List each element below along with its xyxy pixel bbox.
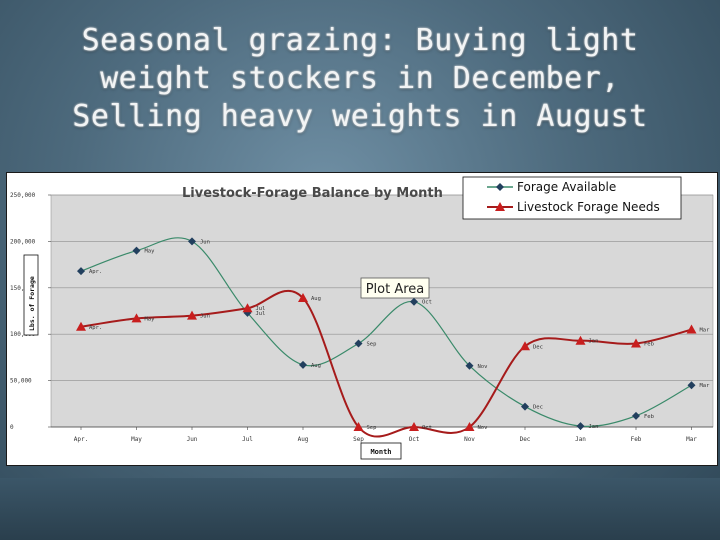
legend-needs-label: Livestock Forage Needs (517, 200, 660, 214)
needs-point (575, 335, 586, 345)
plot-area (50, 194, 714, 428)
needs-point (242, 303, 253, 313)
x-tick-label: Sep (353, 436, 364, 443)
plot-area-tooltip: Plot Area (360, 277, 430, 299)
slide-footer-band (0, 478, 720, 540)
x-tick-label: May (131, 436, 142, 443)
x-tick-label: Aug (298, 436, 309, 443)
forage-point (576, 422, 585, 431)
needs-point (686, 324, 697, 334)
slide-title: Seasonal grazing: Buying light weight st… (0, 22, 720, 136)
point-label: Apr. (89, 325, 102, 331)
point-label: Feb (644, 341, 654, 347)
needs-point (520, 341, 530, 351)
point-label: May (145, 249, 156, 255)
y-tick-label: 100,000 (10, 331, 36, 338)
series-group: Apr. May Jun Jul Aug Sep Oct Nov Dec Jan Feb Mar Apr… (76, 237, 711, 438)
needs-point (464, 422, 475, 431)
y-axis-label: Lbs. of Forage (28, 276, 36, 331)
y-tick-label: 150,000 (10, 285, 36, 292)
line-chart: 0 50,000 100,000 150,000 200,000 250,000 Apr.… (10, 176, 714, 460)
x-tick-label: Jan (575, 436, 586, 443)
point-label: Mar (700, 383, 711, 389)
point-label: Jun (200, 239, 210, 245)
x-tick-label: Mar (686, 436, 697, 443)
forage-point (687, 381, 696, 390)
point-label: Oct (422, 300, 432, 306)
plot-area-tooltip-text: Plot Area (366, 282, 425, 297)
x-tick-label: Nov (464, 436, 475, 443)
y-axis-label-group: Lbs. of Forage (23, 254, 39, 336)
forage-point (521, 402, 529, 411)
y-tick-label: 200,000 (10, 238, 36, 245)
point-label: Jul (256, 311, 266, 317)
point-label: Jul (256, 306, 266, 312)
needs-point (76, 321, 86, 331)
needs-point (187, 310, 197, 320)
forage-point (632, 411, 640, 420)
y-tick-label: 0 (10, 424, 14, 431)
point-label: Feb (644, 414, 654, 420)
legend-forage-marker (496, 183, 504, 191)
x-tick-label: Oct (409, 436, 420, 443)
point-label: Oct (422, 425, 432, 431)
legend-forage-label: Forage Available (517, 180, 616, 194)
legend: Forage Available Livestock Forage Needs (462, 176, 682, 220)
point-label: Sep (367, 425, 377, 431)
forage-point (77, 267, 85, 276)
forage-point (132, 246, 141, 255)
slide-title-line-3: Selling heavy weights in August (72, 99, 648, 134)
forage-point (354, 339, 363, 348)
point-label: Aug (311, 296, 321, 302)
needs-point (131, 313, 142, 323)
point-label: Dec (533, 344, 543, 350)
needs-point (631, 338, 641, 348)
y-tick-label: 250,000 (10, 192, 36, 199)
forage-point (410, 297, 418, 306)
x-tick-label: Jun (187, 436, 198, 443)
point-label: Jan (589, 339, 599, 345)
point-label: May (145, 316, 156, 322)
point-label: Mar (700, 328, 711, 334)
slide-title-line-2: weight stockers in December, (100, 61, 620, 96)
point-label: Dec (533, 405, 543, 411)
x-tick-label: Jul (242, 436, 253, 443)
forage-point (465, 361, 474, 370)
point-label: Jun (200, 314, 210, 320)
point-label: Aug (311, 363, 321, 369)
point-label: Sep (367, 341, 377, 347)
legend-needs-marker (495, 202, 505, 211)
x-axis-label-group: Month (360, 442, 402, 460)
y-axis: 0 50,000 100,000 150,000 200,000 250,000 (10, 192, 713, 431)
needs-point (298, 293, 308, 303)
x-tick-label: Feb (631, 436, 642, 443)
chart-title: Livestock-Forage Balance by Month (182, 186, 443, 201)
x-axis-label: Month (370, 448, 391, 456)
x-tick-label: Apr. (74, 436, 88, 443)
forage-point (188, 237, 196, 246)
point-label: Nov (478, 425, 489, 431)
y-tick-label: 50,000 (10, 378, 32, 385)
x-tick-label: Dec (520, 436, 531, 443)
point-label: Jan (589, 424, 599, 430)
point-label: Nov (478, 364, 489, 370)
needs-point (353, 422, 364, 431)
forage-point (299, 360, 307, 369)
point-label: Apr. (89, 269, 102, 275)
slide-title-line-1: Seasonal grazing: Buying light (81, 23, 639, 58)
needs-point (409, 422, 419, 431)
chart-container: 0 50,000 100,000 150,000 200,000 250,000 Apr.… (6, 172, 718, 466)
